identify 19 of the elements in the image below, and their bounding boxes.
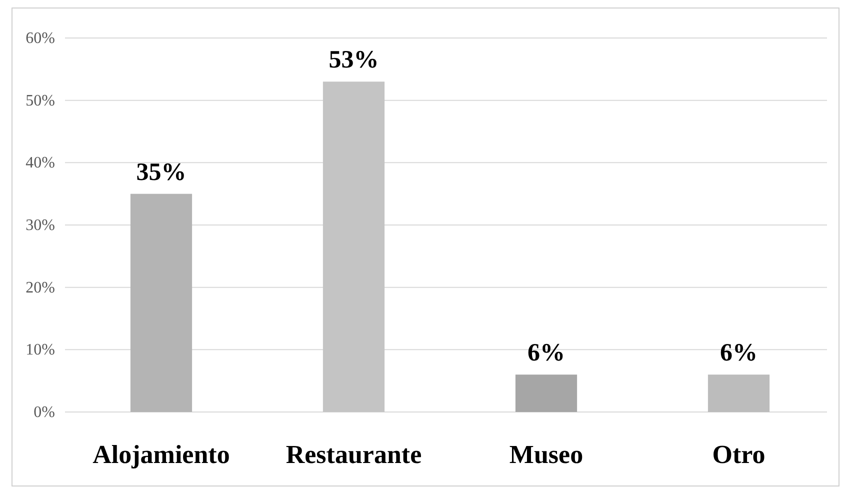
y-tick-label: 40% [26,154,55,172]
x-tick-label: Alojamiento [92,440,230,469]
bar [708,374,770,412]
y-tick-label: 10% [26,342,55,359]
data-label: 6% [528,340,565,367]
x-tick-label: Restaurante [286,440,422,469]
x-tick-label: Otro [712,440,766,469]
data-label: 6% [720,340,758,367]
data-label: 53% [328,46,379,74]
data-label: 35% [136,158,186,186]
y-tick-label: 0% [34,404,55,421]
y-tick-label: 20% [26,279,55,296]
bar [515,374,578,412]
bar [130,194,192,412]
y-tick-label: 30% [26,217,55,234]
y-tick-label: 50% [26,92,55,110]
bar [322,82,385,412]
x-tick-label: Museo [509,440,584,469]
y-tick-label: 60% [26,30,55,47]
